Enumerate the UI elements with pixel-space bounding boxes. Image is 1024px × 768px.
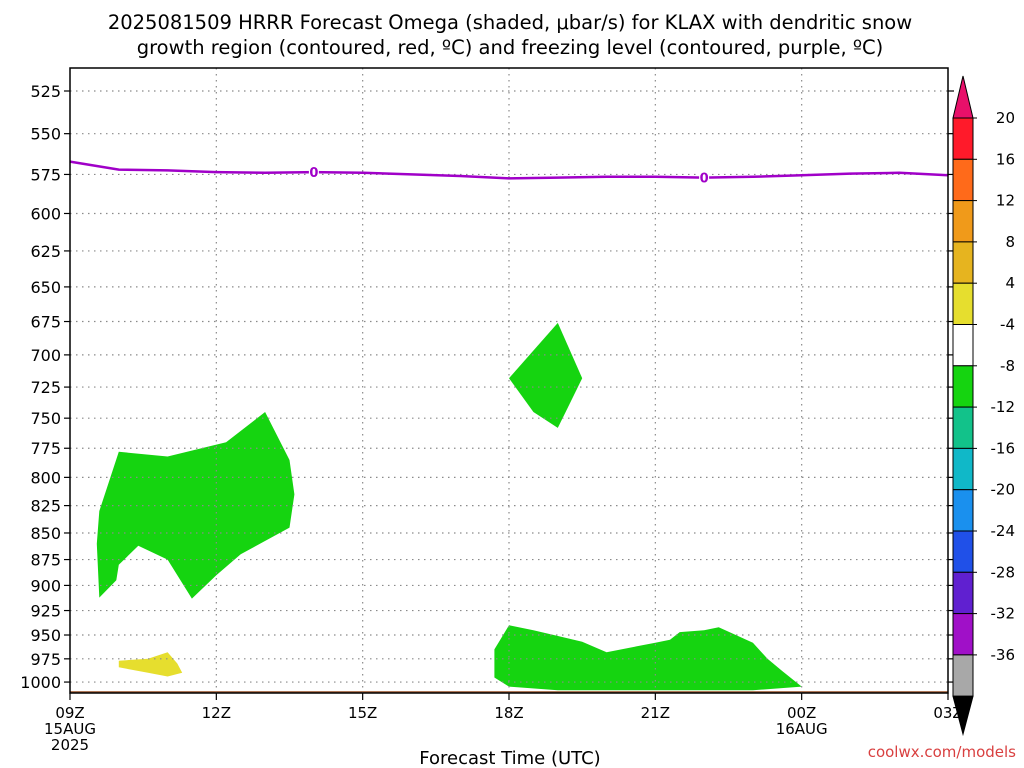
colorbar-under-arrow — [952, 695, 974, 737]
colorbar: 20 16 12 8 4 -4 -8 -12 -16 -20 -24 -28 -32 -36 — [952, 75, 1016, 737]
y-tick-label: 750 — [30, 409, 61, 428]
colorbar-swatch — [952, 324, 974, 367]
colorbar-swatch — [952, 365, 974, 408]
y-tick-label: 900 — [30, 576, 61, 595]
colorbar-label: -16 — [991, 439, 1016, 457]
colorbar-label: -32 — [991, 605, 1016, 623]
colorbar-label: 12 — [996, 192, 1015, 210]
colorbar-swatch — [952, 406, 974, 449]
colorbar-swatch — [952, 654, 974, 697]
shaded-omega-regions — [96, 322, 802, 691]
colorbar-swatch — [952, 571, 974, 615]
colorbar-swatch — [952, 241, 974, 284]
x-tick-label: 2025 — [51, 736, 89, 754]
x-tick-label: 00Z — [787, 704, 816, 722]
colorbar-label: 16 — [996, 150, 1015, 168]
colorbar-label: -4 — [1000, 316, 1015, 334]
x-tick-label: 21Z — [641, 704, 670, 722]
y-tick-label: 725 — [30, 378, 61, 397]
colorbar-swatch — [952, 530, 974, 573]
chart-title: 2025081509 HRRR Forecast Omega (shaded, … — [108, 11, 912, 59]
y-tick-label: 650 — [30, 278, 61, 297]
omega-region-4 — [118, 652, 183, 677]
colorbar-over-arrow — [952, 75, 974, 119]
y-tick-label: 925 — [30, 602, 61, 621]
grid-lines — [70, 68, 948, 693]
colorbar-label: 4 — [1005, 274, 1015, 292]
x-tick-label: 15AUG — [44, 720, 96, 738]
colorbar-label: -12 — [991, 398, 1016, 416]
y-tick-label: 975 — [30, 650, 61, 669]
freezing-level-label-bg — [699, 169, 710, 186]
freezing-level-label: 0 — [309, 166, 318, 181]
x-tick-label: 12Z — [202, 704, 231, 722]
colorbar-label: -28 — [991, 563, 1016, 581]
freezing-level-line — [69, 160, 949, 180]
colorbar-swatch — [952, 282, 974, 326]
y-tick-label: 850 — [30, 524, 61, 543]
y-tick-label: 950 — [30, 626, 61, 645]
y-tick-label: 625 — [30, 242, 61, 261]
colorbar-label: -36 — [991, 646, 1016, 664]
credit-link[interactable]: coolwx.com/models — [868, 743, 1016, 761]
y-tick-label: 825 — [30, 497, 61, 516]
title-line-2: growth region (contoured, red, ºC) and f… — [137, 36, 884, 59]
y-tick-label: 775 — [30, 439, 61, 458]
colorbar-label: 20 — [996, 109, 1015, 127]
y-tick-label: 675 — [30, 313, 61, 332]
y-tick-label: 525 — [30, 82, 61, 101]
x-tick-label: 09Z — [55, 704, 84, 722]
colorbar-swatch — [952, 489, 974, 532]
omega-region-2 — [509, 322, 583, 428]
y-tick-label: 700 — [30, 346, 61, 365]
colorbar-label: -20 — [991, 481, 1016, 499]
omega-region-3 — [494, 625, 802, 691]
colorbar-swatch — [952, 613, 974, 656]
freezing-level-label: 0 — [700, 172, 709, 187]
colorbar-swatch — [952, 117, 974, 160]
freezing-level-label-bg — [308, 164, 319, 181]
y-tick-label: 600 — [30, 204, 61, 223]
x-tick-label: 18Z — [494, 704, 523, 722]
x-tick-label: 15Z — [348, 704, 377, 722]
colorbar-swatch — [952, 200, 974, 243]
colorbar-label: 8 — [1005, 233, 1015, 251]
y-tick-label: 575 — [30, 165, 61, 184]
y-tick-label: 1000 — [20, 673, 61, 692]
x-axis-label: Forecast Time (UTC) — [419, 748, 600, 768]
omega-region-1 — [96, 412, 295, 599]
colorbar-swatch — [952, 447, 974, 491]
colorbar-swatch — [952, 158, 974, 202]
title-line-1: 2025081509 HRRR Forecast Omega (shaded, … — [108, 11, 912, 34]
colorbar-label: -8 — [1000, 357, 1015, 375]
colorbar-label: -24 — [991, 522, 1016, 540]
y-tick-label: 550 — [30, 125, 61, 144]
x-tick-label: 03Z — [933, 704, 962, 722]
y-tick-label: 875 — [30, 551, 61, 570]
x-tick-label: 16AUG — [776, 720, 828, 738]
y-tick-label: 800 — [30, 468, 61, 487]
